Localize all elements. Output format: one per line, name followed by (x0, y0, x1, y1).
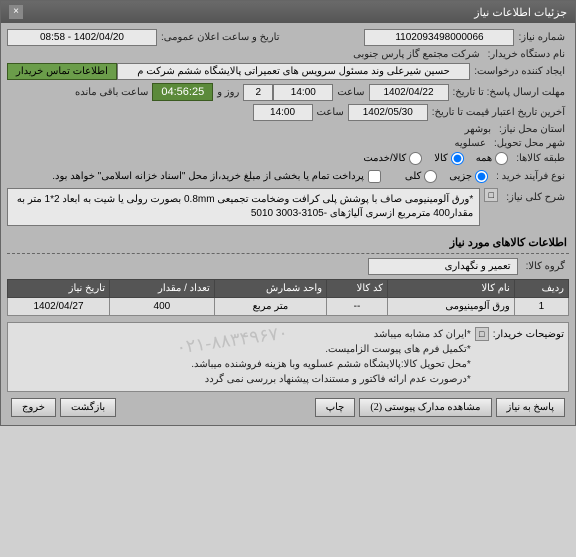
th-code: کد کالا (327, 280, 388, 298)
category-label: طبقه کالاها: (512, 153, 569, 164)
table-header-row: ردیف نام کالا کد کالا واحد شمارش تعداد /… (8, 280, 569, 298)
th-name: نام کالا (387, 280, 514, 298)
table-row[interactable]: 1 ورق آلومینیومی -- متر مربع 400 1402/04… (8, 298, 569, 316)
buyer-desc-box: توضیحات خریدار: □ *ایران کد مشابه میباشد… (7, 322, 569, 392)
window-title: جزئیات اطلاعات نیاز (474, 6, 567, 19)
radio-service-input[interactable] (409, 152, 422, 165)
content-area: شماره نیاز: 1102093498000066 تاریخ و ساع… (1, 23, 575, 425)
buyer-desc-text: *ایران کد مشابه میباشد *تکمیل فرم های پی… (12, 327, 471, 387)
deadline-time: 14:00 (273, 84, 333, 101)
radio-goods[interactable]: کالا (434, 152, 464, 165)
radio-exact[interactable]: جزیی (449, 170, 488, 183)
org-label: نام دستگاه خریدار: (484, 49, 569, 60)
countdown-timer: 04:56:25 (152, 83, 213, 101)
td-unit: متر مربع (214, 298, 326, 316)
td-date: 1402/04/27 (8, 298, 110, 316)
radio-all[interactable]: همه (476, 152, 508, 165)
remaining-label: ساعت باقی مانده (71, 87, 152, 98)
td-code: -- (327, 298, 388, 316)
exit-button[interactable]: خروج (11, 398, 56, 417)
need-place-label: استان محل نیاز: (495, 124, 569, 135)
process-radio-group: جزیی کلی (405, 170, 492, 183)
valid-date: 1402/05/30 (348, 104, 428, 121)
buyer-expand-icon[interactable]: □ (475, 327, 489, 341)
description-box: *ورق آلومینیومی صاف با پوشش پلی کرافت وض… (7, 188, 480, 226)
overall-title-label: شرح کلی نیاز: (502, 188, 569, 203)
footer-buttons: پاسخ به نیاز مشاهده مدارک پیوستی (2) چاپ… (7, 392, 569, 419)
th-unit: واحد شمارش (214, 280, 326, 298)
main-window: جزئیات اطلاعات نیاز × شماره نیاز: 110209… (0, 0, 576, 426)
deadline-label: مهلت ارسال پاسخ: تا تاریخ: (449, 87, 569, 98)
time-label-2: ساعت (313, 107, 348, 118)
td-row: 1 (514, 298, 568, 316)
radio-goods-input[interactable] (451, 152, 464, 165)
contact-link[interactable]: اطلاعات تماس خریدار (7, 63, 117, 80)
close-icon[interactable]: × (9, 5, 23, 19)
radio-service[interactable]: کالا/خدمت (363, 152, 422, 165)
title-bar: جزئیات اطلاعات نیاز × (1, 1, 575, 23)
section-title: اطلاعات کالاهای مورد نیاز (7, 232, 569, 254)
td-name: ورق آلومینیومی (387, 298, 514, 316)
public-date-value: 1402/04/20 - 08:58 (7, 29, 157, 46)
delivery-place-label: شهر محل تحویل: (490, 138, 569, 149)
th-qty: تعداد / مقدار (109, 280, 214, 298)
process-label: نوع فرآیند خرید : (492, 171, 569, 182)
need-no-label: شماره نیاز: (514, 32, 569, 43)
radio-all-input[interactable] (495, 152, 508, 165)
delivery-place-value: عسلویه (450, 138, 490, 149)
group-value: تعمیر و نگهداری (368, 258, 518, 275)
public-date-label: تاریخ و ساعت اعلان عمومی: (157, 32, 284, 43)
valid-time: 14:00 (253, 104, 313, 121)
respond-button[interactable]: پاسخ به نیاز (496, 398, 566, 417)
org-value: شرکت مجتمع گاز پارس جنوبی (349, 49, 484, 60)
need-no-value: 1102093498000066 (364, 29, 514, 46)
back-button[interactable]: بازگشت (60, 398, 116, 417)
items-table: ردیف نام کالا کد کالا واحد شمارش تعداد /… (7, 279, 569, 316)
payment-checkbox[interactable] (368, 170, 381, 183)
expand-icon[interactable]: □ (484, 188, 498, 202)
print-button[interactable]: چاپ (315, 398, 356, 417)
group-label: گروه کالا: (522, 261, 569, 272)
td-qty: 400 (109, 298, 214, 316)
radio-bulk[interactable]: کلی (405, 170, 437, 183)
radio-bulk-input[interactable] (424, 170, 437, 183)
category-radio-group: همه کالا کالا/خدمت (363, 152, 512, 165)
days-label: روز و (213, 87, 243, 98)
deadline-date: 1402/04/22 (369, 84, 449, 101)
creator-value: حسین شیرعلی وند مسئول سرویس های تعمیراتی… (117, 63, 470, 80)
th-row: ردیف (514, 280, 568, 298)
th-date: تاریخ نیاز (8, 280, 110, 298)
attachments-button[interactable]: مشاهده مدارک پیوستی (2) (359, 398, 491, 417)
time-label-1: ساعت (333, 87, 368, 98)
radio-exact-input[interactable] (475, 170, 488, 183)
buyer-desc-label: توضیحات خریدار: (493, 327, 564, 340)
valid-label: آخرین تاریخ اعتبار قیمت تا تاریخ: (428, 107, 569, 118)
creator-label: ایجاد کننده درخواست: (470, 66, 569, 77)
need-place-value: بوشهر (461, 124, 495, 135)
days-value: 2 (243, 84, 273, 101)
payment-checkbox-row[interactable]: پرداخت تمام یا بخشی از مبلغ خرید،از محل … (48, 168, 385, 185)
